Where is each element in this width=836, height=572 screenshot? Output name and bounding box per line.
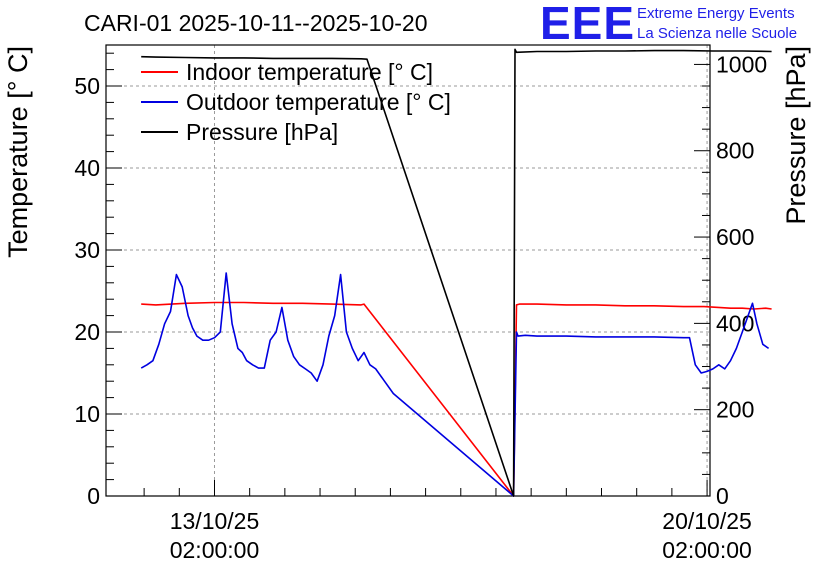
logo-caption-line1: Extreme Energy Events [637, 5, 795, 22]
y-tick-label: 30 [74, 237, 100, 263]
series-line-indoor [141, 301, 772, 497]
x-tick-date: 13/10/25 [170, 508, 260, 534]
y-tick-label: 20 [74, 319, 100, 345]
y2-tick-label: 0 [716, 483, 729, 509]
y-tick-label: 40 [74, 155, 100, 181]
x-tick-time: 02:00:00 [170, 537, 260, 563]
y-tick-label: 0 [87, 483, 100, 509]
legend-label: Outdoor temperature [° C] [186, 89, 451, 115]
chart-title: CARI-01 2025-10-11--2025-10-20 [84, 10, 428, 36]
y2-tick-label: 600 [716, 224, 754, 250]
y2-axis-label: Pressure [hPa] [781, 46, 811, 225]
x-tick-time: 02:00:00 [662, 537, 752, 563]
y-tick-label: 10 [74, 401, 100, 427]
y-axis-label: Temperature [° C] [3, 46, 33, 258]
logo-caption: Extreme Energy Events La Scienza nelle S… [637, 4, 797, 44]
eee-logo: EEE [540, 0, 636, 49]
series-line-outdoor [140, 272, 770, 497]
x-tick-date: 20/10/25 [662, 508, 752, 534]
y2-tick-label: 1000 [716, 51, 767, 77]
series-line-pressure [141, 48, 772, 497]
y2-tick-label: 800 [716, 138, 754, 164]
y-tick-label: 50 [74, 73, 100, 99]
legend-label: Indoor temperature [° C] [186, 59, 433, 85]
legend-label: Pressure [hPa] [186, 119, 338, 145]
logo-caption-line2: La Scienza nelle Scuole [637, 25, 798, 42]
plot-frame [105, 44, 711, 497]
y2-tick-label: 200 [716, 397, 754, 423]
